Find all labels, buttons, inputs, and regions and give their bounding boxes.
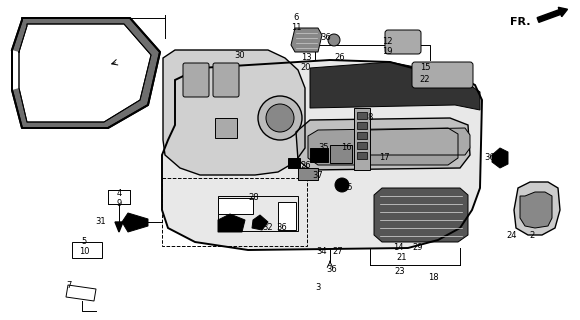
Text: 10: 10 <box>79 247 89 257</box>
Text: 6: 6 <box>293 13 299 22</box>
Polygon shape <box>308 128 458 165</box>
Text: 36: 36 <box>277 223 287 233</box>
Text: FR.: FR. <box>510 17 531 27</box>
Circle shape <box>266 104 294 132</box>
Polygon shape <box>368 128 470 155</box>
Text: 9: 9 <box>117 199 122 209</box>
Text: 5: 5 <box>81 237 86 246</box>
Polygon shape <box>12 18 160 128</box>
Text: 25: 25 <box>343 183 353 193</box>
Text: 11: 11 <box>291 23 301 33</box>
Text: 22: 22 <box>420 75 430 84</box>
Text: 8: 8 <box>367 114 373 123</box>
Text: 36: 36 <box>327 266 338 275</box>
Bar <box>357 142 367 149</box>
Text: 14: 14 <box>393 244 403 252</box>
Polygon shape <box>296 118 470 170</box>
Text: 4: 4 <box>117 188 122 197</box>
Text: 34: 34 <box>317 247 327 257</box>
Text: 28: 28 <box>249 194 259 203</box>
Text: 17: 17 <box>379 154 389 163</box>
Bar <box>357 112 367 119</box>
Polygon shape <box>520 192 552 228</box>
Polygon shape <box>66 285 96 301</box>
Bar <box>215 118 237 138</box>
Text: 12: 12 <box>382 37 392 46</box>
Text: 3: 3 <box>316 284 321 292</box>
Bar <box>162 178 307 246</box>
FancyBboxPatch shape <box>412 62 473 88</box>
Bar <box>72 242 102 258</box>
Bar <box>218 198 253 214</box>
FancyArrow shape <box>537 7 567 22</box>
Text: 15: 15 <box>420 63 430 73</box>
Polygon shape <box>310 62 480 110</box>
Text: 32: 32 <box>263 223 273 233</box>
Polygon shape <box>514 182 560 235</box>
Polygon shape <box>122 213 148 232</box>
Text: 21: 21 <box>397 253 407 262</box>
Polygon shape <box>115 222 123 232</box>
Bar <box>357 122 367 129</box>
Text: 16: 16 <box>340 143 351 153</box>
Polygon shape <box>492 148 508 168</box>
Bar <box>288 158 300 168</box>
Text: 30: 30 <box>235 51 245 60</box>
Text: 29: 29 <box>413 244 423 252</box>
FancyBboxPatch shape <box>385 30 421 54</box>
Polygon shape <box>162 60 482 250</box>
Text: 26: 26 <box>335 53 345 62</box>
FancyBboxPatch shape <box>183 63 209 97</box>
Text: 37: 37 <box>313 171 324 180</box>
Circle shape <box>335 178 349 192</box>
Text: 20: 20 <box>301 63 311 73</box>
Text: 2: 2 <box>530 230 535 239</box>
Bar <box>357 152 367 159</box>
Bar <box>278 202 296 230</box>
Text: 18: 18 <box>427 274 438 283</box>
Polygon shape <box>291 28 322 52</box>
Text: 36: 36 <box>485 154 495 163</box>
Bar <box>108 190 130 204</box>
Bar <box>354 108 370 170</box>
Text: 19: 19 <box>382 47 392 57</box>
Bar <box>310 148 328 162</box>
Polygon shape <box>163 50 305 175</box>
Text: 13: 13 <box>300 53 311 62</box>
Text: 24: 24 <box>507 230 517 239</box>
Polygon shape <box>374 188 468 242</box>
Text: 26: 26 <box>300 161 311 170</box>
Bar <box>218 196 298 231</box>
Text: 27: 27 <box>333 247 343 257</box>
Circle shape <box>328 34 340 46</box>
Text: 36: 36 <box>321 34 331 43</box>
Bar <box>298 168 318 180</box>
Text: 33: 33 <box>224 218 235 227</box>
Circle shape <box>258 96 302 140</box>
Text: 7: 7 <box>66 281 72 290</box>
Polygon shape <box>252 215 268 230</box>
Polygon shape <box>218 214 245 232</box>
Text: 35: 35 <box>318 143 329 153</box>
Bar <box>330 145 352 163</box>
FancyBboxPatch shape <box>213 63 239 97</box>
Text: 23: 23 <box>394 268 405 276</box>
Bar <box>357 132 367 139</box>
Text: 31: 31 <box>96 217 106 226</box>
